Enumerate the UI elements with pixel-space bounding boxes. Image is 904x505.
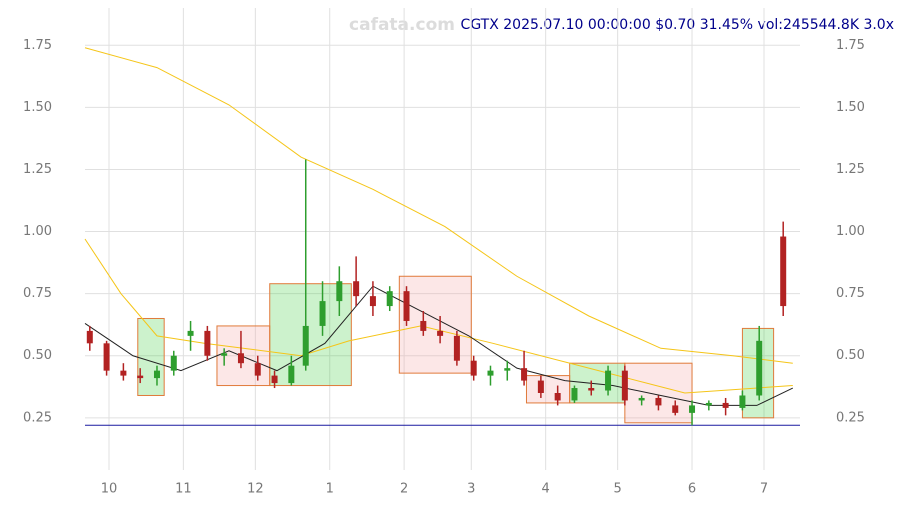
candle-body: [739, 395, 746, 408]
y-tick-label-right: 1.75: [836, 38, 865, 53]
y-tick-label-right: 0.50: [836, 348, 865, 363]
candle-body: [722, 402, 729, 408]
candle-body: [86, 330, 93, 344]
candle-body: [187, 330, 194, 336]
candle-body: [170, 355, 177, 371]
candle-body: [271, 375, 278, 384]
candle-body: [137, 375, 144, 379]
y-tick-label: 1.75: [23, 38, 52, 53]
candle-body: [369, 296, 376, 307]
y-tick-label: 1.50: [23, 100, 52, 115]
y-tick-label-right: 0.25: [836, 410, 865, 425]
y-tick-label-right: 1.50: [836, 100, 865, 115]
zone-box: [624, 362, 693, 424]
candle-body: [204, 330, 211, 356]
x-tick-label: 7: [760, 482, 768, 497]
x-tick-label: 4: [542, 482, 550, 497]
y-tick-label-right: 1.25: [836, 162, 865, 177]
y-tick-label: 1.00: [23, 224, 52, 239]
x-tick-label: 6: [688, 482, 696, 497]
candle-body: [353, 281, 360, 297]
candle-body: [756, 340, 763, 396]
moving-average: [84, 285, 794, 406]
candle-body: [504, 368, 511, 371]
candle-body: [537, 380, 544, 393]
candle-body: [237, 353, 244, 364]
candle-body: [453, 335, 460, 361]
candle-body: [288, 365, 295, 384]
candle-body: [571, 388, 578, 401]
candle-body: [221, 353, 228, 356]
candle-body: [554, 393, 561, 401]
zone-box: [569, 362, 626, 404]
candle-body: [705, 402, 712, 406]
candle-body: [254, 363, 261, 376]
candle-body: [487, 370, 494, 376]
candle-body: [780, 236, 787, 307]
zone-box: [137, 317, 165, 396]
x-tick-label: 2: [400, 482, 408, 497]
candle-body: [120, 370, 127, 376]
candle-body: [638, 397, 645, 401]
zone-box: [398, 275, 472, 374]
x-tick-label: 12: [247, 482, 264, 497]
y-tick-label-right: 0.75: [836, 286, 865, 301]
y-tick-label: 0.25: [23, 410, 52, 425]
x-tick-label: 3: [467, 482, 475, 497]
x-tick-label: 1: [326, 482, 334, 497]
candle-body: [386, 291, 393, 307]
x-tick-label: 11: [175, 482, 192, 497]
y-tick-label: 0.75: [23, 286, 52, 301]
candle-body: [621, 370, 628, 401]
candle-body: [302, 325, 309, 366]
zone-box: [525, 375, 571, 404]
candle-body: [403, 291, 410, 321]
candle-body: [420, 320, 427, 331]
candle-body: [521, 368, 528, 381]
candle-body: [672, 405, 679, 413]
candle-body: [336, 281, 343, 302]
y-tick-label: 0.50: [23, 348, 52, 363]
watermark: cafata.com: [349, 15, 455, 35]
x-tick-label: 5: [614, 482, 622, 497]
candle-body: [153, 370, 160, 379]
candle-body: [319, 301, 326, 326]
candle-body: [103, 343, 110, 371]
x-tick-label: 10: [101, 482, 118, 497]
candle-body: [655, 397, 662, 406]
y-tick-label: 1.25: [23, 162, 52, 177]
candle-body: [470, 360, 477, 376]
chart-title: CGTX 2025.07.10 00:00:00 $0.70 31.45% vo…: [461, 17, 894, 33]
moving-average: [84, 47, 793, 364]
candle-body: [605, 370, 612, 391]
candle-body: [437, 330, 444, 336]
y-tick-label-right: 1.00: [836, 224, 865, 239]
candle-body: [689, 405, 696, 413]
moving-average: [84, 238, 793, 394]
candle-body: [588, 388, 595, 391]
